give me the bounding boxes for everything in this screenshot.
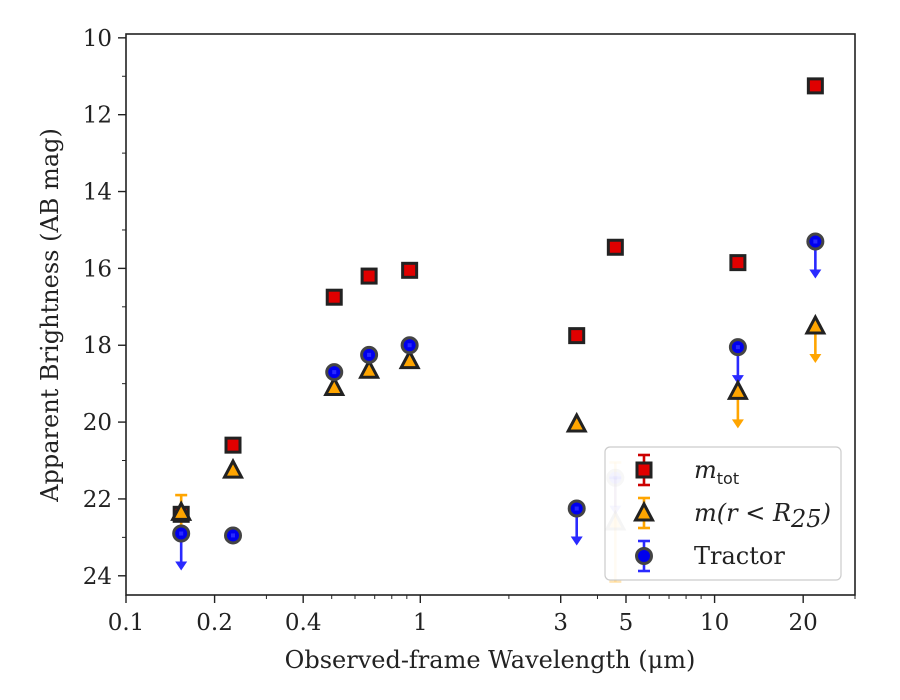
y-tick-label: 24 (83, 564, 112, 590)
triangle-marker (565, 411, 588, 433)
y-tick-label: 12 (83, 103, 112, 129)
circle-limit-arrowhead (570, 536, 583, 546)
triangle-marker (398, 348, 421, 370)
legend-circle-marker (635, 547, 653, 565)
circle-center-dot (367, 352, 372, 357)
triangle-marker (170, 500, 193, 521)
legend-label: mtot (694, 456, 739, 488)
triangle-marker (222, 457, 245, 479)
legend: mtot m(r < R25) Tractor (604, 446, 842, 581)
axis-ticks: 0.1 0.2 0.4 1 3 5 10 20 10 12 14 16 18 20 22 24 (83, 26, 856, 636)
circle-limit-arrowhead (809, 269, 822, 279)
square-marker (606, 238, 624, 256)
square-marker (806, 77, 824, 95)
x-tick-label: 3 (553, 610, 568, 636)
triangle-limit-arrowhead (809, 354, 822, 364)
x-tick-label: 5 (619, 610, 634, 636)
circle-center-dot (179, 531, 184, 536)
y-tick-label: 18 (83, 333, 112, 359)
square-marker (360, 267, 378, 285)
y-tick-label: 10 (83, 26, 112, 52)
x-tick-label: 0.1 (108, 610, 145, 636)
x-tick-label: 1 (413, 610, 428, 636)
triangle-marker (358, 358, 381, 379)
circle-center-dot (407, 343, 412, 348)
x-tick-label: 10 (700, 610, 729, 636)
circle-center-dot (574, 506, 579, 511)
triangle-marker (726, 379, 749, 400)
data-markers (170, 77, 827, 545)
x-axis-label: Observed-frame Wavelength (μm) (285, 646, 696, 674)
square-marker (568, 327, 586, 345)
square-marker (401, 261, 419, 279)
x-tick-label: 0.4 (285, 610, 322, 636)
y-tick-label: 22 (83, 487, 112, 513)
circle-center-dot (735, 345, 740, 350)
y-tick-label: 14 (83, 180, 112, 206)
plot-frame (125, 33, 856, 596)
triangle-marker (804, 313, 827, 335)
square-marker (729, 254, 747, 272)
x-tick-label: 20 (789, 610, 818, 636)
square-marker (224, 436, 242, 454)
triangle-marker (323, 375, 346, 397)
circle-center-dot (813, 239, 818, 244)
square-marker (325, 288, 343, 306)
legend-box (604, 446, 842, 581)
x-tick-label: 0.2 (196, 610, 233, 636)
legend-label: Tractor (694, 542, 785, 570)
legend-label: m(r < R25) (694, 499, 831, 533)
y-tick-label: 20 (83, 410, 112, 436)
triangle-limit-arrowhead (731, 419, 744, 429)
y-axis-label: Apparent Brightness (AB mag) (36, 128, 64, 503)
circle-limit-arrowhead (175, 561, 188, 571)
circle-center-dot (231, 533, 236, 538)
legend-square-marker (635, 461, 653, 479)
legend-triangle-marker (633, 500, 655, 522)
y-tick-label: 16 (83, 256, 112, 282)
circle-center-dot (332, 370, 337, 375)
